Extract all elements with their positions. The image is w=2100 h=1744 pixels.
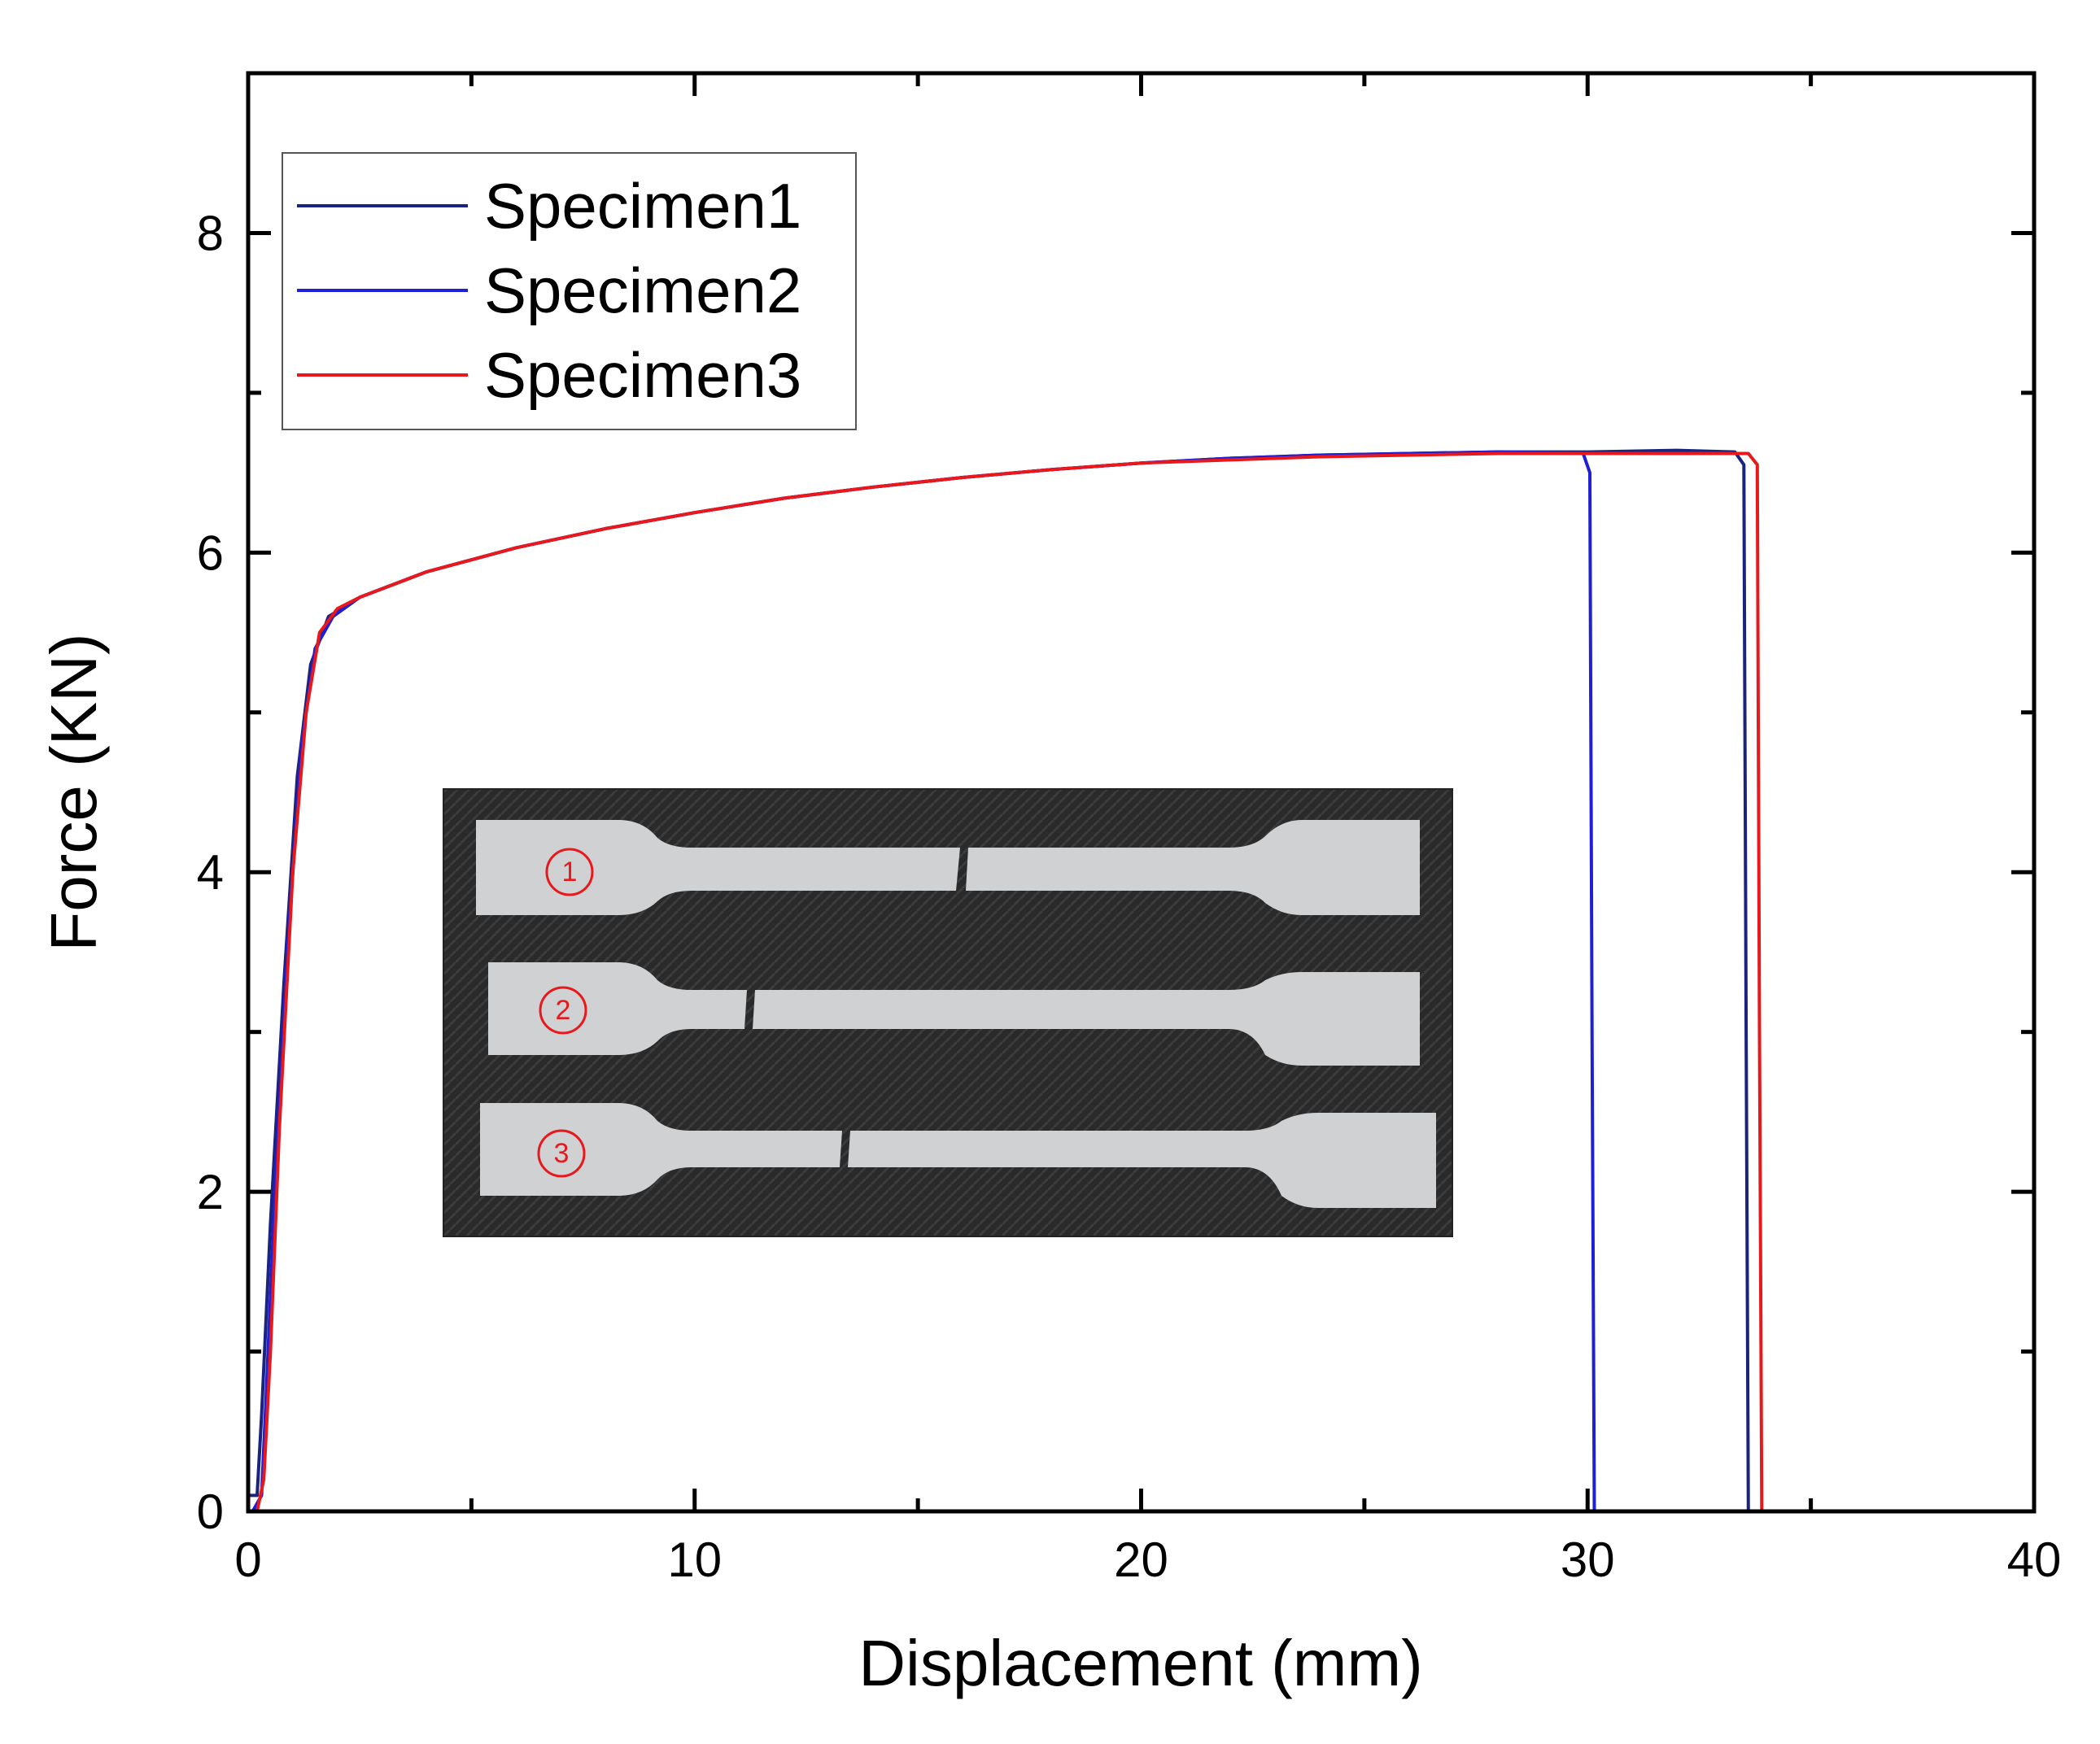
x-tick-label-10: 10 [667, 1533, 722, 1587]
x-tick-label-40: 40 [2007, 1533, 2062, 1587]
y-tick-label-2: 2 [197, 1165, 224, 1219]
y-tick-label-0: 0 [197, 1485, 224, 1539]
y-axis-title: Force (KN) [37, 633, 110, 951]
specimen-2-right-piece [753, 972, 1420, 1066]
specimen-1-marker [545, 848, 594, 896]
legend-label-specimen3: Specimen3 [484, 339, 801, 411]
specimen-2-marker [539, 986, 587, 1035]
legend-label-specimen2: Specimen2 [484, 255, 801, 326]
specimen-2-label: 2 [556, 995, 571, 1026]
x-axis-title: Displacement (mm) [858, 1627, 1422, 1699]
specimen-3-marker [537, 1129, 586, 1178]
specimen-3-right-piece [848, 1113, 1436, 1208]
x-tick-label-30: 30 [1561, 1533, 1615, 1587]
y-tick-label-6: 6 [197, 525, 224, 580]
series-layer [248, 448, 1764, 1511]
x-tick-label-0: 0 [234, 1533, 261, 1587]
specimen-1-label: 1 [562, 857, 578, 887]
specimen-3-label: 3 [554, 1138, 570, 1169]
axis-ticks [246, 71, 2037, 1514]
specimen-photo-inset: 1 2 3 [443, 788, 1453, 1237]
specimen-3-left-piece [480, 1103, 842, 1196]
x-tick-label-20: 20 [1114, 1533, 1168, 1587]
axis-tick-labels: 0 10 20 30 40 0 2 4 6 8 [197, 206, 2062, 1587]
y-tick-label-8: 8 [197, 206, 224, 260]
legend-label-specimen1: Specimen1 [484, 170, 801, 242]
y-tick-label-4: 4 [197, 845, 224, 900]
series-line-specimen3 [255, 451, 1764, 1511]
specimen-1-right-piece [966, 820, 1420, 915]
specimen-1-left-piece [476, 820, 960, 915]
legend: Specimen1 Specimen2 Specimen3 [282, 152, 857, 430]
